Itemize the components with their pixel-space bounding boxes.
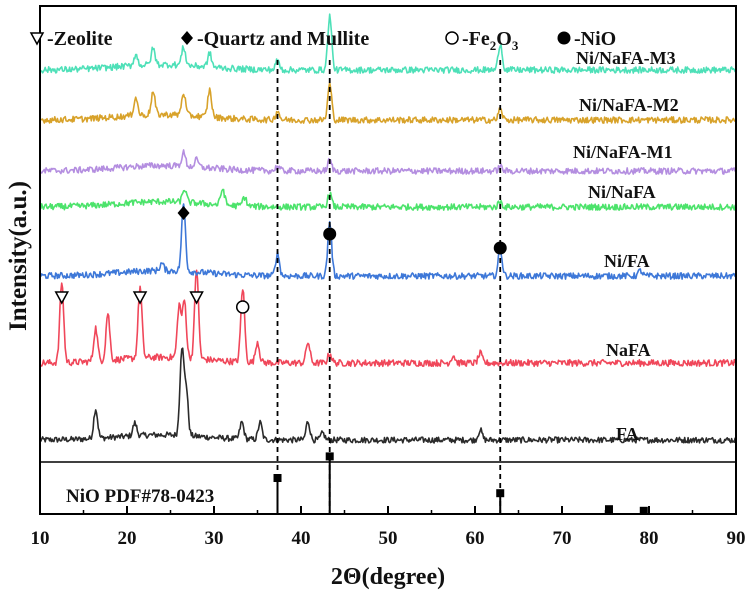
peak-marker-triangle-down-open <box>132 291 148 305</box>
x-tick-label: 30 <box>205 528 224 549</box>
peak-marker-triangle-down-open <box>189 291 204 305</box>
series-label-ni-nafa: Ni/NaFA <box>588 182 656 202</box>
x-axis-label: 2Θ(degree) <box>331 564 445 590</box>
axis-layer: 10 20 30 40 50 60 70 80 90 2Θ(degree) Intensity(a.… <box>5 5 746 590</box>
legend-marker-diamond-filled <box>181 31 193 45</box>
peak-marker-triangle-down-open <box>54 291 70 305</box>
series-line-ni-nafa-m1 <box>39 149 737 175</box>
reference-peak-square <box>273 474 282 482</box>
legend-marker-circle-filled <box>557 31 571 45</box>
x-tick-label: 80 <box>640 528 659 549</box>
series-label-ni-fa: Ni/FA <box>604 251 650 271</box>
x-tick-label: 10 <box>31 528 50 549</box>
reference-pattern-label: NiO PDF#78-0423 <box>66 486 214 507</box>
marker-layer <box>54 206 507 314</box>
legend-label: -Fe2O3 <box>462 28 519 53</box>
series-label-ni-nafa-m1: Ni/NaFA-M1 <box>573 142 673 162</box>
peak-marker-circle-filled <box>493 241 507 255</box>
reference-peak-square <box>639 506 648 515</box>
peak-marker-circle-filled <box>323 227 337 241</box>
legend-label: -NiO <box>574 28 616 50</box>
reference-peak-square <box>604 505 613 514</box>
x-tick-label: 50 <box>379 528 398 549</box>
legend-label: -Zeolite <box>47 28 113 50</box>
x-tick-label: 90 <box>727 528 746 549</box>
series-label-ni-nafa-m2: Ni/NaFA-M2 <box>579 95 679 115</box>
series-line-ni-fa <box>39 203 737 280</box>
legend-marker-triangle-down-open <box>29 32 45 46</box>
series-line-ni-nafa-m2 <box>39 81 737 124</box>
series-line-ni-nafa-m3 <box>39 13 737 74</box>
x-tick-label: 70 <box>553 528 572 549</box>
series-line-ni-nafa <box>39 188 737 211</box>
reference-peak-square <box>496 489 505 498</box>
x-tick-label: 40 <box>292 528 311 549</box>
reference-layer <box>40 60 736 515</box>
series-label-nafa: NaFA <box>606 340 651 360</box>
legend-label: -Quartz and Mullite <box>197 28 369 50</box>
x-tick-label: 60 <box>466 528 485 549</box>
label-layer: FA NaFA Ni/FA Ni/NaFA Ni/NaFA-M1 Ni/NaFA-M2 Ni… <box>66 48 679 507</box>
legend-layer: -Zeolite -Quartz and Mullite -Fe2O3 -NiO <box>29 28 616 53</box>
x-tick-label: 20 <box>118 528 137 549</box>
series-label-fa: FA <box>616 424 639 444</box>
legend-marker-circle-open <box>445 31 459 45</box>
peak-marker-circle-open <box>235 300 250 314</box>
series-label-ni-nafa-m3: Ni/NaFA-M3 <box>576 48 676 68</box>
reference-peak-square <box>325 452 334 461</box>
peak-marker-diamond-filled <box>177 206 190 220</box>
series-line-nafa <box>39 269 737 368</box>
series-layer <box>39 13 737 444</box>
y-axis-label: Intensity(a.u.) <box>5 181 32 331</box>
series-line-fa <box>39 347 737 444</box>
